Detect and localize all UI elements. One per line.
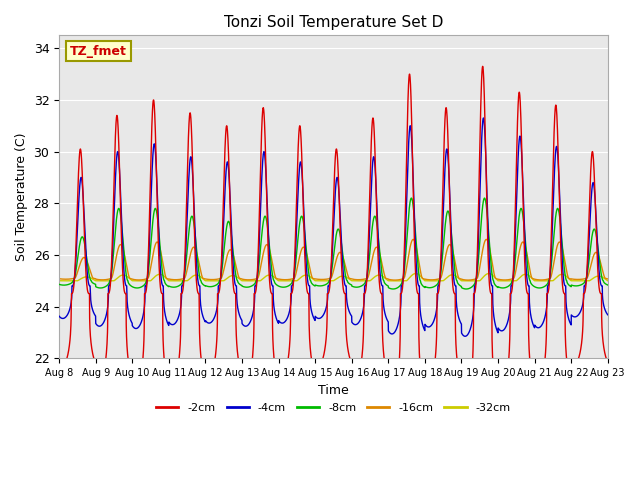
Legend: -2cm, -4cm, -8cm, -16cm, -32cm: -2cm, -4cm, -8cm, -16cm, -32cm (152, 398, 515, 417)
Y-axis label: Soil Temperature (C): Soil Temperature (C) (15, 132, 28, 261)
Title: Tonzi Soil Temperature Set D: Tonzi Soil Temperature Set D (224, 15, 443, 30)
X-axis label: Time: Time (318, 384, 349, 396)
Text: TZ_fmet: TZ_fmet (70, 45, 127, 58)
